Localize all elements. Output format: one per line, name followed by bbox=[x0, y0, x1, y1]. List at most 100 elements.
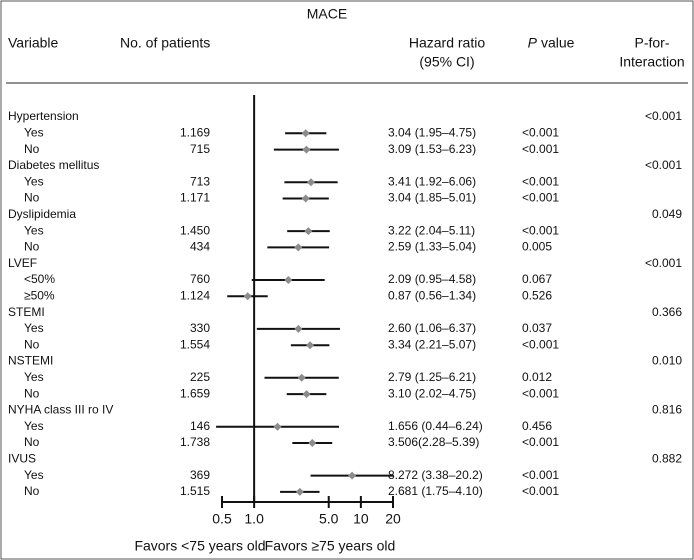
patients: 1.515 bbox=[180, 484, 210, 498]
ci-label: 2.09 (0.95–4.58) bbox=[388, 272, 476, 286]
footer-left: Favors <75 years old bbox=[134, 538, 265, 554]
patients: 1.171 bbox=[180, 191, 210, 205]
hr-marker bbox=[348, 471, 357, 480]
ci-label: 3.22 (2.04–5.11) bbox=[388, 223, 475, 237]
ci-label: 3.04 (1.85–5.01) bbox=[388, 191, 476, 205]
hr-marker bbox=[243, 292, 252, 301]
row-label: Yes bbox=[24, 370, 44, 384]
p-value: 0.012 bbox=[522, 370, 552, 384]
interaction-p: 0.366 bbox=[652, 305, 682, 319]
row-label: No bbox=[24, 191, 40, 205]
header-p-italic: P bbox=[528, 35, 538, 51]
patients: 146 bbox=[190, 419, 210, 433]
group-label: Hypertension bbox=[8, 109, 79, 123]
row-label: Yes bbox=[24, 419, 44, 433]
p-value: <0.001 bbox=[522, 223, 559, 237]
p-value: <0.001 bbox=[522, 386, 559, 400]
hr-marker bbox=[294, 324, 303, 333]
header-interaction: P-for- bbox=[635, 35, 670, 51]
patients: 1.738 bbox=[180, 435, 210, 449]
patients: 1.450 bbox=[180, 223, 210, 237]
patients: 1.124 bbox=[180, 288, 210, 302]
patients: 369 bbox=[190, 468, 210, 482]
x-tick-label: 20 bbox=[385, 511, 401, 527]
hr-marker bbox=[302, 390, 311, 399]
row-label: ≥50% bbox=[24, 288, 55, 302]
group-label: NSTEMI bbox=[8, 354, 53, 368]
p-value: <0.001 bbox=[522, 174, 559, 188]
hr-marker bbox=[273, 422, 282, 431]
patients: 715 bbox=[190, 142, 210, 156]
patients: 1.659 bbox=[180, 386, 210, 400]
row-label: No bbox=[24, 386, 40, 400]
interaction-p: 0.010 bbox=[652, 354, 682, 368]
x-tick-label: 5.0 bbox=[319, 511, 339, 527]
group-label: STEMI bbox=[8, 305, 45, 319]
row-label: Yes bbox=[24, 125, 44, 139]
ci-label: 3.34 (2.21–5.07) bbox=[388, 337, 476, 351]
hr-marker bbox=[306, 178, 315, 187]
hr-marker bbox=[308, 439, 317, 447]
header-interaction: Interaction bbox=[619, 54, 684, 70]
interaction-p: 0.882 bbox=[652, 451, 682, 465]
footer-right: Favors ≥75 years old bbox=[265, 538, 396, 554]
ci-label: 3.506(2.28–5.39) bbox=[388, 435, 479, 449]
patients: 1.554 bbox=[180, 337, 210, 351]
group-label: NYHA class III ro IV bbox=[8, 403, 113, 417]
interaction-p: 0.049 bbox=[652, 207, 682, 221]
row-label: No bbox=[24, 240, 40, 254]
p-value: 0.005 bbox=[522, 240, 552, 254]
row-label: Yes bbox=[24, 468, 44, 482]
ci-label: 3.09 (1.53–6.23) bbox=[388, 142, 476, 156]
header-p: value bbox=[541, 35, 575, 51]
p-value: <0.001 bbox=[522, 468, 559, 482]
row-label: No bbox=[24, 337, 40, 351]
group-label: Dyslipidemia bbox=[8, 207, 76, 221]
row-label: Yes bbox=[24, 321, 44, 335]
p-value: 0.526 bbox=[522, 288, 552, 302]
patients: 1.169 bbox=[180, 125, 210, 139]
row-label: Yes bbox=[24, 174, 44, 188]
ci-label: 0.87 (0.56–1.34) bbox=[388, 288, 476, 302]
hr-marker bbox=[301, 129, 310, 138]
ci-label: 2.79 (1.25–6.21) bbox=[388, 370, 476, 384]
hr-marker bbox=[304, 227, 313, 236]
x-tick-label: 0.5 bbox=[212, 511, 232, 527]
patients: 225 bbox=[190, 370, 210, 384]
p-value: <0.001 bbox=[522, 337, 559, 351]
hr-marker bbox=[295, 487, 304, 496]
patients: 713 bbox=[190, 174, 210, 188]
patients: 330 bbox=[190, 321, 210, 335]
hr-marker bbox=[297, 373, 306, 382]
header-variable: Variable bbox=[8, 35, 59, 51]
x-tick-label: 10 bbox=[353, 511, 369, 527]
header-ci: (95% CI) bbox=[419, 54, 474, 70]
hr-marker bbox=[294, 243, 303, 252]
p-value: 0.067 bbox=[522, 272, 552, 286]
ci-label: 2.60 (1.06–6.37) bbox=[388, 321, 476, 335]
ci-label: 2.681 (1.75–4.10) bbox=[388, 484, 483, 498]
ci-label: 3.04 (1.95–4.75) bbox=[388, 125, 476, 139]
ci-label: 1.656 (0.44–6.24) bbox=[388, 419, 483, 433]
interaction-p: <0.001 bbox=[645, 158, 682, 172]
group-label: Diabetes mellitus bbox=[8, 158, 99, 172]
header-patients: No. of patients bbox=[120, 35, 210, 51]
p-value: <0.001 bbox=[522, 191, 559, 205]
p-value: <0.001 bbox=[522, 435, 559, 449]
p-value: 0.037 bbox=[522, 321, 552, 335]
x-tick-label: 1.0 bbox=[244, 511, 264, 527]
row-label: No bbox=[24, 484, 40, 498]
ci-label: 8.272 (3.38–20.2) bbox=[388, 468, 483, 482]
p-value: <0.001 bbox=[522, 142, 559, 156]
p-value: 0.456 bbox=[522, 419, 552, 433]
hr-marker bbox=[284, 276, 293, 284]
group-label: IVUS bbox=[8, 451, 36, 465]
p-value: <0.001 bbox=[522, 125, 559, 139]
row-label: <50% bbox=[24, 272, 55, 286]
interaction-p: <0.001 bbox=[645, 256, 682, 270]
ci-label: 3.41 (1.92–6.06) bbox=[388, 174, 476, 188]
row-label: Yes bbox=[24, 223, 44, 237]
patients: 760 bbox=[190, 272, 210, 286]
